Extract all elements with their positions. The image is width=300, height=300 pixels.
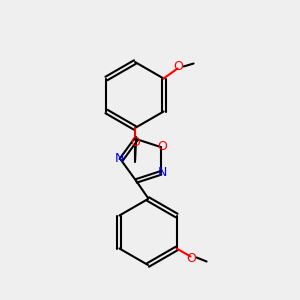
Text: O: O — [174, 60, 184, 73]
Text: O: O — [130, 136, 140, 148]
Text: O: O — [187, 252, 196, 265]
Text: N: N — [158, 167, 167, 179]
Text: O: O — [157, 140, 167, 153]
Text: N: N — [114, 152, 124, 166]
